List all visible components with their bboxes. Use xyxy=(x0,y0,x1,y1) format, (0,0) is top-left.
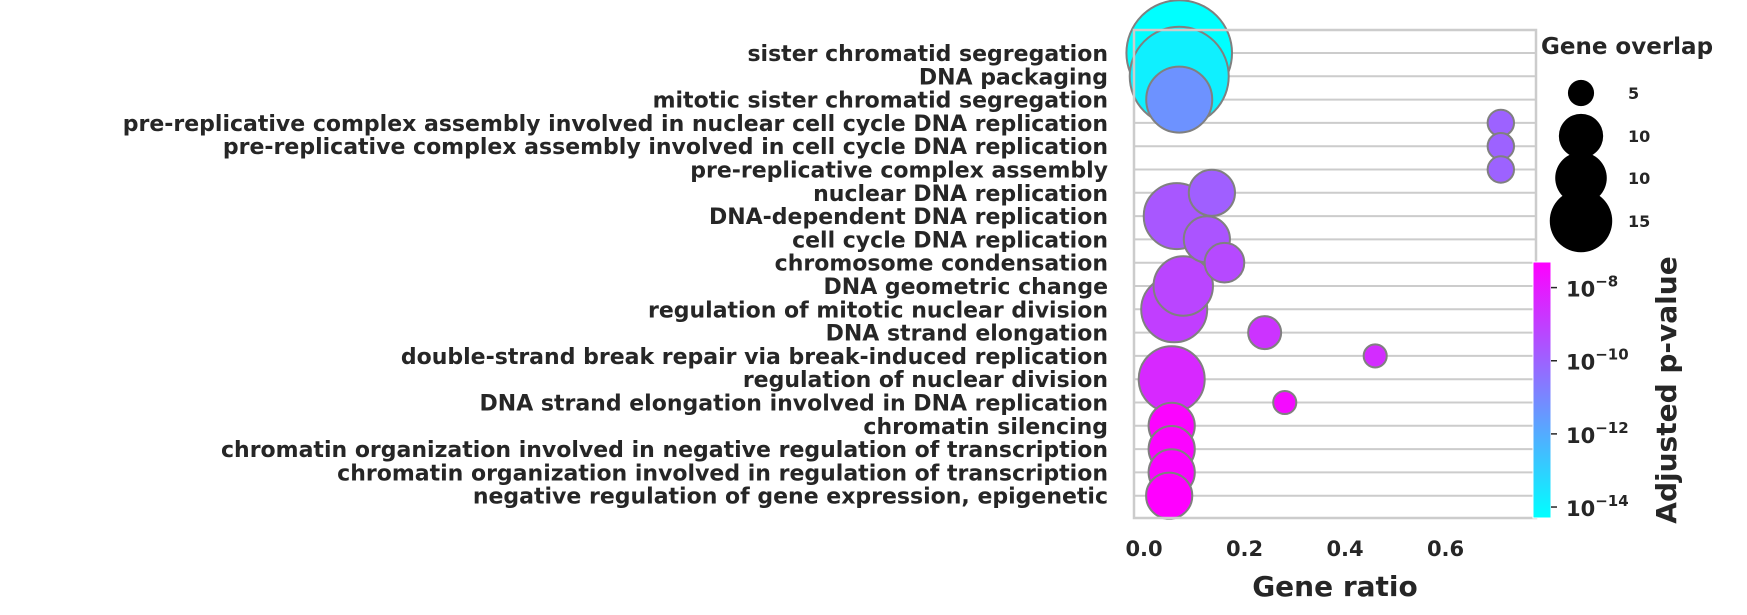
size-legend-label: 10 xyxy=(1628,169,1650,188)
colorbar-title: Adjusted p-value xyxy=(1650,256,1683,523)
term-label: DNA geometric change xyxy=(824,275,1108,300)
x-tick-label: 0.6 xyxy=(1427,537,1464,561)
term-label: nuclear DNA replication xyxy=(813,182,1108,207)
data-point-bubble xyxy=(1203,241,1246,284)
colorbar: 10−8 10−10 10−12 10−14 Adjusted p-value xyxy=(1532,256,1683,524)
term-label: chromosome condensation xyxy=(775,252,1108,277)
term-label: chromatin organization involved in regul… xyxy=(337,461,1108,486)
size-legend-marker xyxy=(1555,152,1607,204)
term-label: pre-replicative complex assembly xyxy=(690,159,1108,184)
size-legend-marker xyxy=(1558,113,1604,159)
size-legend-label: 5 xyxy=(1628,84,1639,103)
term-label: mitotic sister chromatid segregation xyxy=(653,89,1108,114)
term-label: DNA strand elongation xyxy=(826,322,1108,347)
data-point-bubble xyxy=(1272,389,1298,416)
term-label: negative regulation of gene expression, … xyxy=(473,485,1108,510)
term-label: pre-replicative complex assembly involve… xyxy=(123,112,1108,137)
colorbar-tick-label: 10−10 xyxy=(1566,346,1629,375)
data-point-bubble xyxy=(1145,65,1214,134)
data-point-bubble xyxy=(1187,168,1236,217)
size-legend-label: 10 xyxy=(1628,127,1650,146)
term-label: pre-replicative complex assembly involve… xyxy=(223,135,1108,160)
x-tick-label: 0.2 xyxy=(1226,537,1263,561)
bubbles xyxy=(1125,0,1516,520)
term-label: regulation of nuclear division xyxy=(743,368,1108,393)
term-label: chromatin organization involved in negat… xyxy=(221,438,1108,463)
size-legend-title: Gene overlap xyxy=(1541,34,1713,60)
term-label: cell cycle DNA replication xyxy=(792,228,1108,253)
x-tick-label: 0.0 xyxy=(1125,537,1162,561)
term-label: DNA-dependent DNA replication xyxy=(709,205,1108,230)
term-label: sister chromatid segregation xyxy=(747,42,1108,67)
term-label: DNA strand elongation involved in DNA re… xyxy=(480,392,1108,417)
colorbar-tick-label: 10−14 xyxy=(1566,492,1629,521)
data-point-bubble xyxy=(1362,343,1388,369)
term-label: double-strand break repair via break-ind… xyxy=(401,345,1108,370)
term-label: regulation of mitotic nuclear division xyxy=(648,298,1108,323)
size-legend: Gene overlap 5 10 10 15 xyxy=(1541,34,1713,253)
term-label: chromatin silencing xyxy=(863,415,1108,440)
colorbar-tick-label: 10−12 xyxy=(1566,419,1629,448)
size-legend-marker xyxy=(1549,189,1613,253)
x-tick-label: 0.4 xyxy=(1326,537,1363,561)
data-point-bubble xyxy=(1486,155,1516,184)
term-label: DNA packaging xyxy=(919,65,1108,90)
data-point-bubble xyxy=(1247,315,1283,351)
data-point-bubble xyxy=(1145,471,1194,520)
colorbar-gradient xyxy=(1532,261,1552,519)
size-legend-marker xyxy=(1567,79,1595,107)
size-legend-label: 15 xyxy=(1628,212,1650,231)
x-axis-title: Gene ratio xyxy=(1252,570,1418,603)
colorbar-tick-label: 10−8 xyxy=(1566,273,1618,302)
data-point-bubble xyxy=(1152,255,1214,317)
x-axis-ticks: 0.0 0.2 0.4 0.6 xyxy=(1125,537,1464,561)
